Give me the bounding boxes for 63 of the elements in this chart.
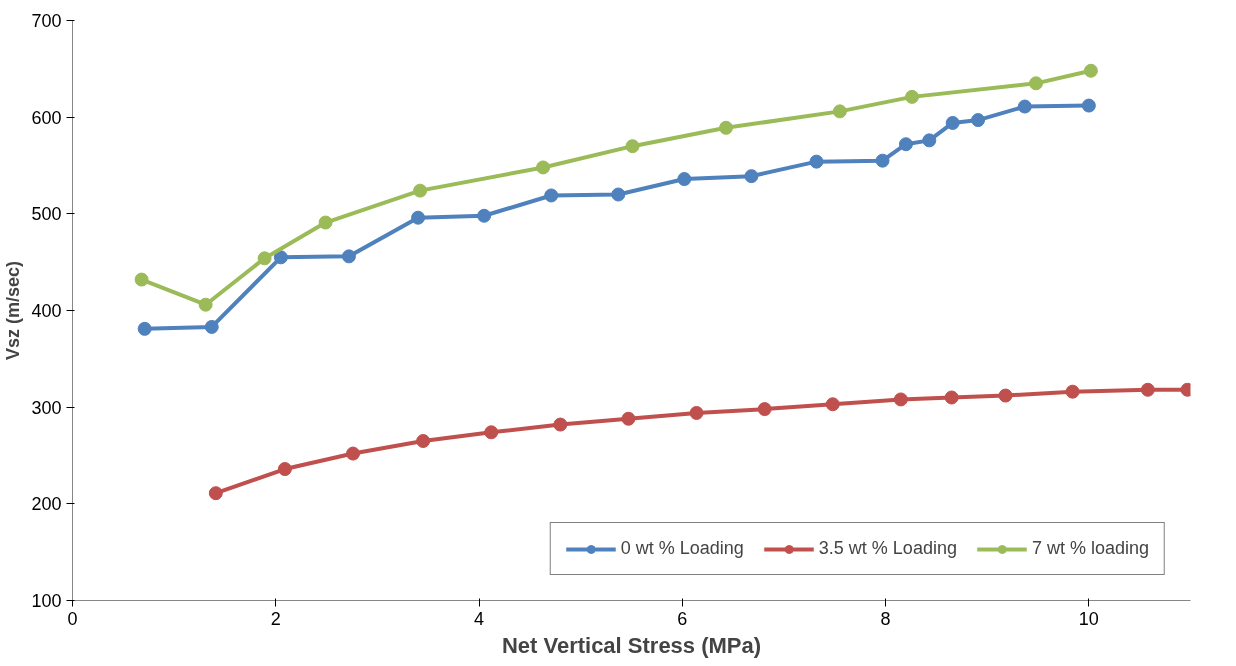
y-axis-title: Vsz (m/sec) [3,260,24,361]
point [204,319,219,334]
point [346,446,361,461]
point [198,297,213,312]
point [1017,99,1032,114]
point [832,104,847,119]
x-tick-label: 0 [67,608,78,629]
point [677,172,692,187]
x-tick-label: 2 [270,608,281,629]
point [318,215,333,230]
point [757,402,772,417]
point [413,183,428,198]
point [137,321,152,336]
point [477,208,492,223]
x-tick-label: 8 [880,608,891,629]
y-tick-label: 500 [31,204,62,225]
y-tick-label: 700 [31,11,62,31]
point [945,115,960,130]
point [257,251,272,266]
point [134,272,149,287]
point [998,388,1013,403]
point [1081,98,1096,113]
point [971,113,986,128]
x-tick-label: 6 [677,608,688,629]
point [905,89,920,104]
legend-label: 0 wt % Loading [620,538,744,559]
y-tick-label: 300 [31,397,62,418]
y-tick-label: 400 [31,301,62,321]
point [484,425,499,440]
point [744,169,759,184]
y-tick-label: 100 [31,591,62,611]
y-tick-label: 200 [31,494,62,515]
point [922,133,937,148]
point [1140,382,1155,397]
point [893,392,908,407]
point [341,249,356,264]
y-tick-label: 600 [31,107,62,128]
point [277,462,292,477]
point [719,120,734,135]
legend-label: 7 wt % loading [1031,538,1149,559]
point [611,187,626,202]
point [875,153,890,168]
point [1065,384,1080,399]
x-tick-label: 10 [1078,608,1099,629]
x-tick-label: 4 [474,608,485,629]
point [825,397,840,412]
point [553,417,568,432]
point [411,210,426,225]
point [273,250,288,265]
point [898,137,913,152]
point [416,434,431,448]
point [1029,76,1044,91]
x-axis-title: Net Vertical Stress (MPa) [501,632,762,658]
point [944,390,959,405]
point [208,486,223,501]
point [809,154,824,169]
point [621,411,636,426]
point [689,405,704,420]
point [625,139,640,154]
point [544,188,559,203]
legend-label: 3.5 wt % Loading [818,538,957,559]
point [1083,63,1098,78]
point [536,160,551,175]
